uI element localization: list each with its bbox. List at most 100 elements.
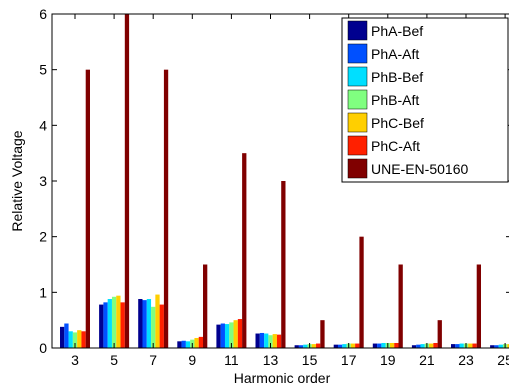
legend-label: PhB-Bef xyxy=(371,69,423,85)
x-tick-label: 21 xyxy=(419,352,435,368)
y-tick-label: 1 xyxy=(39,284,47,300)
bar xyxy=(203,264,208,348)
legend-swatch xyxy=(347,43,368,64)
legend-label: PhC-Bef xyxy=(371,115,424,131)
legend-swatch xyxy=(347,112,368,133)
bar xyxy=(472,343,477,348)
bar xyxy=(303,344,308,348)
legend-label: PhB-Aft xyxy=(371,92,419,108)
legend-swatch xyxy=(347,158,368,179)
legend-label: PhC-Aft xyxy=(371,138,420,154)
legend-swatch xyxy=(347,66,368,87)
y-tick-label: 6 xyxy=(39,6,47,22)
x-tick-label: 7 xyxy=(149,352,157,368)
bar xyxy=(185,341,191,348)
bar xyxy=(355,343,360,348)
bar xyxy=(198,336,204,348)
bar xyxy=(316,343,321,348)
bar xyxy=(333,344,338,348)
legend-items: PhA-Bef PhA-Aft PhB-Bef PhB-Aft PhC-Bef PhC-A… xyxy=(347,20,468,179)
bar xyxy=(103,302,108,348)
legend-swatch xyxy=(347,135,368,156)
y-tick-label: 2 xyxy=(39,229,47,245)
bar xyxy=(507,344,509,348)
bar xyxy=(177,341,182,348)
bar xyxy=(155,294,160,348)
bar xyxy=(116,295,121,348)
bar xyxy=(81,331,86,348)
x-axis-label: Harmonic order xyxy=(234,370,331,386)
bar xyxy=(451,344,456,348)
bar xyxy=(120,302,125,348)
bar xyxy=(433,342,438,348)
bar xyxy=(255,333,260,348)
legend: PhA-Bef PhA-Aft PhB-Bef PhB-Aft PhC-Bef PhC-A… xyxy=(341,17,509,183)
y-axis-label: Relative Voltage xyxy=(9,130,25,231)
x-tick-label: 17 xyxy=(341,352,357,368)
bar xyxy=(394,342,399,348)
x-tick-label: 11 xyxy=(224,352,239,368)
bar xyxy=(320,320,325,348)
bar xyxy=(111,296,117,348)
bar xyxy=(216,324,221,348)
bar xyxy=(372,343,378,348)
x-tick-label: 3 xyxy=(71,352,79,368)
bar xyxy=(242,153,247,348)
x-axis-ticks: 3 5 7 9 11 13 15 17 19 21 23 25 xyxy=(71,14,509,368)
bar xyxy=(99,304,104,348)
bar xyxy=(72,332,78,348)
bar xyxy=(220,323,225,348)
bar xyxy=(237,319,243,348)
bar xyxy=(459,343,464,348)
bar xyxy=(151,306,156,348)
legend-label: PhA-Aft xyxy=(371,46,419,62)
bar xyxy=(411,345,417,348)
bar xyxy=(281,181,286,348)
x-tick-label: 25 xyxy=(497,352,509,368)
bar xyxy=(77,330,82,348)
bar xyxy=(498,344,503,348)
y-tick-label: 3 xyxy=(39,173,47,189)
legend-label: UNE-EN-50160 xyxy=(371,161,468,177)
bar xyxy=(455,344,460,348)
y-tick-label: 4 xyxy=(39,117,47,133)
bar xyxy=(398,264,403,348)
y-tick-label: 0 xyxy=(39,340,47,356)
bar xyxy=(60,326,65,348)
bar xyxy=(337,344,343,348)
bar xyxy=(229,322,234,348)
legend-box xyxy=(341,17,509,183)
plot-frame xyxy=(51,13,509,349)
bar xyxy=(381,342,386,348)
bar xyxy=(138,299,143,348)
bar xyxy=(416,344,421,348)
x-tick-label: 5 xyxy=(110,352,118,368)
bar xyxy=(124,14,130,348)
bar xyxy=(468,343,473,348)
bar xyxy=(68,331,73,348)
bar xyxy=(342,344,347,348)
x-tick-label: 15 xyxy=(302,352,318,368)
bar xyxy=(298,345,304,348)
legend-swatch xyxy=(347,20,368,41)
bar xyxy=(294,345,299,348)
bar xyxy=(163,69,169,349)
bar xyxy=(389,342,395,348)
bar xyxy=(107,299,112,348)
bar xyxy=(142,300,147,348)
y-tick-label: 5 xyxy=(39,62,47,78)
bar xyxy=(276,334,282,348)
legend-swatch xyxy=(347,89,368,110)
x-tick-label: 19 xyxy=(380,352,396,368)
bar xyxy=(259,332,265,348)
bar xyxy=(490,345,495,348)
bar xyxy=(268,335,273,348)
bar xyxy=(194,337,199,348)
bar xyxy=(64,323,69,348)
legend-label: PhA-Bef xyxy=(371,23,423,39)
bar xyxy=(429,343,434,348)
bar xyxy=(233,320,238,348)
bar xyxy=(85,69,90,349)
bar xyxy=(494,345,499,348)
